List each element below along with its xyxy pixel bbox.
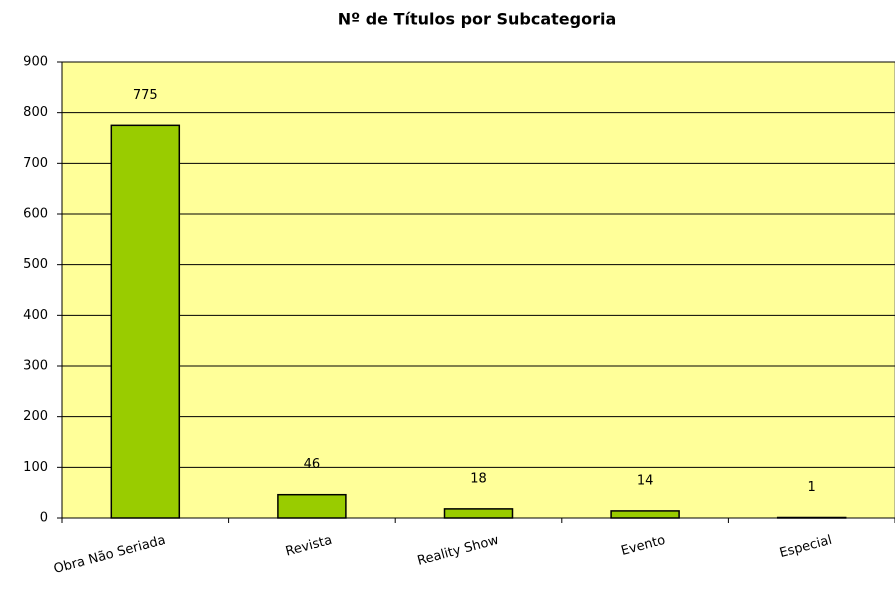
x-tick-label: Obra Não Seriada <box>52 533 167 577</box>
bar <box>277 493 347 519</box>
y-tick-label: 500 <box>23 257 48 272</box>
y-tick-label: 300 <box>23 359 48 374</box>
bar <box>110 124 181 519</box>
data-label: 775 <box>133 88 158 103</box>
data-label: 14 <box>637 473 654 488</box>
y-tick-label: 400 <box>23 308 48 323</box>
y-tick-label: 600 <box>23 207 48 222</box>
x-tick-label: Especial <box>778 533 834 561</box>
plot-area <box>61 61 895 519</box>
chart-title: Nº de Títulos por Subcategoria <box>338 10 617 29</box>
y-tick-label: 0 <box>40 511 48 526</box>
y-tick-label: 200 <box>23 409 48 424</box>
y-tick-label: 900 <box>23 55 48 70</box>
bar <box>776 516 847 519</box>
bar <box>443 508 514 519</box>
x-tick-label: Revista <box>284 533 334 560</box>
bar <box>610 510 680 519</box>
x-tick-label: Reality Show <box>416 533 501 569</box>
data-label: 18 <box>470 471 487 486</box>
data-label: 1 <box>808 480 816 495</box>
data-label: 46 <box>304 457 321 472</box>
y-tick-label: 100 <box>23 460 48 475</box>
x-tick-label: Evento <box>619 533 667 559</box>
y-tick-label: 700 <box>23 156 48 171</box>
y-tick-label: 800 <box>23 105 48 120</box>
